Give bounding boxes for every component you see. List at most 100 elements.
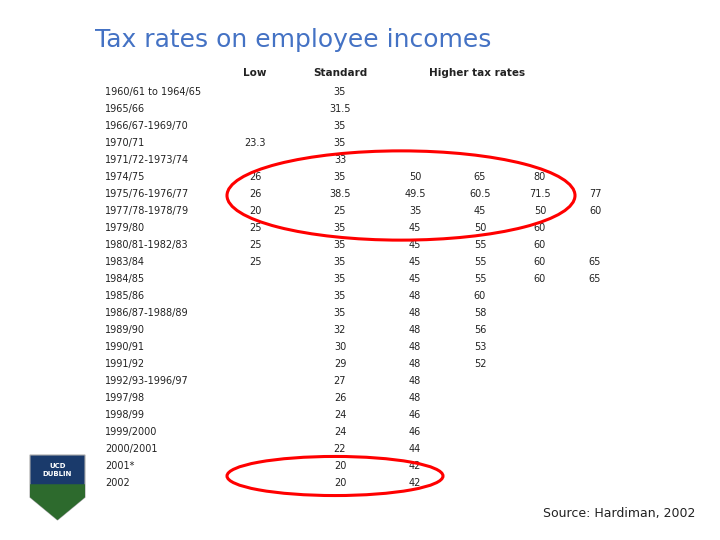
Text: 1997/98: 1997/98 [105, 393, 145, 403]
Text: 1984/85: 1984/85 [105, 274, 145, 284]
Text: 24: 24 [334, 427, 346, 437]
Polygon shape [30, 455, 85, 520]
Text: 55: 55 [474, 274, 486, 284]
Text: 48: 48 [409, 359, 421, 369]
Text: 1970/71: 1970/71 [105, 138, 145, 148]
Text: 52: 52 [474, 359, 486, 369]
Polygon shape [30, 484, 85, 520]
Text: 35: 35 [334, 240, 346, 250]
Text: 60: 60 [589, 206, 601, 216]
Text: 55: 55 [474, 257, 486, 267]
Text: 50: 50 [474, 223, 486, 233]
Text: 80: 80 [534, 172, 546, 182]
Text: 46: 46 [409, 410, 421, 420]
Text: 25: 25 [248, 257, 261, 267]
Text: 1992/93-1996/97: 1992/93-1996/97 [105, 376, 189, 386]
Text: 65: 65 [589, 257, 601, 267]
Text: 38.5: 38.5 [329, 189, 351, 199]
Text: 27: 27 [334, 376, 346, 386]
Text: 48: 48 [409, 291, 421, 301]
Text: 1983/84: 1983/84 [105, 257, 145, 267]
Text: 20: 20 [334, 478, 346, 488]
Text: 60: 60 [534, 223, 546, 233]
Text: 46: 46 [409, 427, 421, 437]
Text: 45: 45 [409, 240, 421, 250]
Text: 1989/90: 1989/90 [105, 325, 145, 335]
Text: 1965/66: 1965/66 [105, 104, 145, 114]
Text: UCD
DUBLIN: UCD DUBLIN [42, 463, 72, 476]
Text: 1979/80: 1979/80 [105, 223, 145, 233]
Text: 45: 45 [409, 223, 421, 233]
Text: 35: 35 [334, 291, 346, 301]
Text: Higher tax rates: Higher tax rates [429, 68, 526, 78]
Text: 60: 60 [534, 240, 546, 250]
Text: 2000/2001: 2000/2001 [105, 444, 158, 454]
Text: 33: 33 [334, 155, 346, 165]
Text: 50: 50 [534, 206, 546, 216]
Text: 50: 50 [409, 172, 421, 182]
Text: 30: 30 [334, 342, 346, 352]
Text: 29: 29 [334, 359, 346, 369]
Text: Tax rates on employee incomes: Tax rates on employee incomes [95, 28, 491, 52]
Text: 1977/78-1978/79: 1977/78-1978/79 [105, 206, 189, 216]
Text: 77: 77 [589, 189, 601, 199]
Text: 35: 35 [334, 138, 346, 148]
Text: 35: 35 [334, 121, 346, 131]
Text: Low: Low [243, 68, 266, 78]
Text: 35: 35 [334, 172, 346, 182]
Text: 71.5: 71.5 [529, 189, 551, 199]
Text: 2001*: 2001* [105, 461, 135, 471]
Text: 44: 44 [409, 444, 421, 454]
Text: 48: 48 [409, 308, 421, 318]
Text: 48: 48 [409, 325, 421, 335]
Text: 1998/99: 1998/99 [105, 410, 145, 420]
Text: 25: 25 [248, 223, 261, 233]
Text: 48: 48 [409, 376, 421, 386]
Text: 1990/91: 1990/91 [105, 342, 145, 352]
Text: 1975/76-1976/77: 1975/76-1976/77 [105, 189, 189, 199]
Text: 1980/81-1982/83: 1980/81-1982/83 [105, 240, 189, 250]
Text: 1971/72-1973/74: 1971/72-1973/74 [105, 155, 189, 165]
Text: 20: 20 [334, 461, 346, 471]
Text: 35: 35 [334, 257, 346, 267]
Text: 1985/86: 1985/86 [105, 291, 145, 301]
Text: 45: 45 [474, 206, 486, 216]
Text: 48: 48 [409, 393, 421, 403]
Text: 58: 58 [474, 308, 486, 318]
Text: 35: 35 [334, 223, 346, 233]
Text: 22: 22 [334, 444, 346, 454]
Text: 1999/2000: 1999/2000 [105, 427, 158, 437]
Text: 35: 35 [334, 87, 346, 97]
Text: 65: 65 [589, 274, 601, 284]
Text: 65: 65 [474, 172, 486, 182]
Text: 20: 20 [249, 206, 261, 216]
Text: 60.5: 60.5 [469, 189, 491, 199]
Text: 1986/87-1988/89: 1986/87-1988/89 [105, 308, 189, 318]
Text: 55: 55 [474, 240, 486, 250]
Text: 25: 25 [334, 206, 346, 216]
Text: 35: 35 [409, 206, 421, 216]
Text: 26: 26 [249, 189, 261, 199]
Text: 60: 60 [534, 274, 546, 284]
Text: Source: Hardiman, 2002: Source: Hardiman, 2002 [543, 507, 695, 520]
Text: 53: 53 [474, 342, 486, 352]
Text: 48: 48 [409, 342, 421, 352]
Text: 49.5: 49.5 [404, 189, 426, 199]
Text: 1974/75: 1974/75 [105, 172, 145, 182]
Text: 2002: 2002 [105, 478, 130, 488]
Text: 35: 35 [334, 308, 346, 318]
Text: 26: 26 [249, 172, 261, 182]
Text: 60: 60 [534, 257, 546, 267]
Text: 24: 24 [334, 410, 346, 420]
Text: 56: 56 [474, 325, 486, 335]
Text: 60: 60 [474, 291, 486, 301]
Text: 42: 42 [409, 461, 421, 471]
Text: 1966/67-1969/70: 1966/67-1969/70 [105, 121, 189, 131]
Text: 45: 45 [409, 274, 421, 284]
Text: 25: 25 [248, 240, 261, 250]
Text: 42: 42 [409, 478, 421, 488]
Text: 32: 32 [334, 325, 346, 335]
Text: 23.3: 23.3 [244, 138, 266, 148]
Text: 31.5: 31.5 [329, 104, 351, 114]
Text: 26: 26 [334, 393, 346, 403]
